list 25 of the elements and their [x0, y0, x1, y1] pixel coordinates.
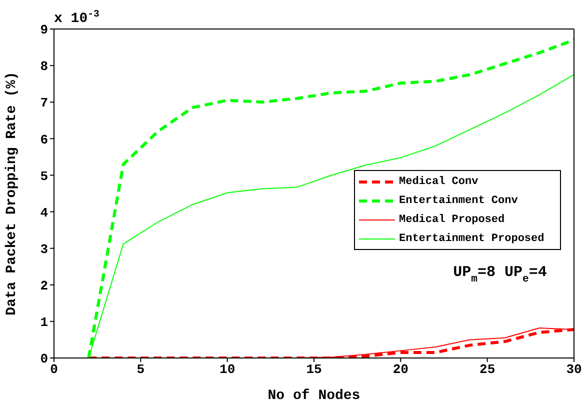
- y-tick-label: 4: [40, 205, 48, 220]
- y-tick-label: 3: [40, 242, 48, 257]
- x-tick-label: 30: [566, 362, 582, 378]
- y-tick-label: 6: [40, 132, 48, 148]
- y-tick-label: 1: [40, 315, 48, 330]
- y-tick-label: 0: [40, 352, 48, 367]
- x-tick-label: 5: [136, 362, 145, 378]
- legend-label: Medical Proposed: [399, 214, 505, 226]
- text: x 10$^{-3}$: [54, 8, 100, 27]
- legend-label: Medical Conv: [399, 176, 478, 188]
- y-axis-title: Data Packet Dropping Rate (%): [4, 72, 20, 316]
- x-tick-label: 25: [480, 362, 496, 378]
- x-tick-label: 15: [306, 362, 322, 378]
- x-tick-label: 20: [392, 362, 409, 378]
- y-tick-label: 8: [40, 59, 48, 74]
- y-tick-label: 5: [40, 168, 48, 184]
- legend-label: Entertainment Conv: [399, 194, 518, 206]
- x-tick-label: 10: [220, 362, 236, 378]
- y-tick-label: 7: [40, 96, 48, 111]
- annotation: UP$_{m}$=8 UP$_{e}$=4: [453, 264, 547, 286]
- y-tick-label: 2: [40, 278, 48, 294]
- x-axis-title: No of Nodes: [268, 388, 360, 401]
- legend-label: Entertainment Proposed: [399, 232, 544, 244]
- y-tick-label: 9: [40, 22, 48, 38]
- x-tick-label: 0: [50, 362, 58, 378]
